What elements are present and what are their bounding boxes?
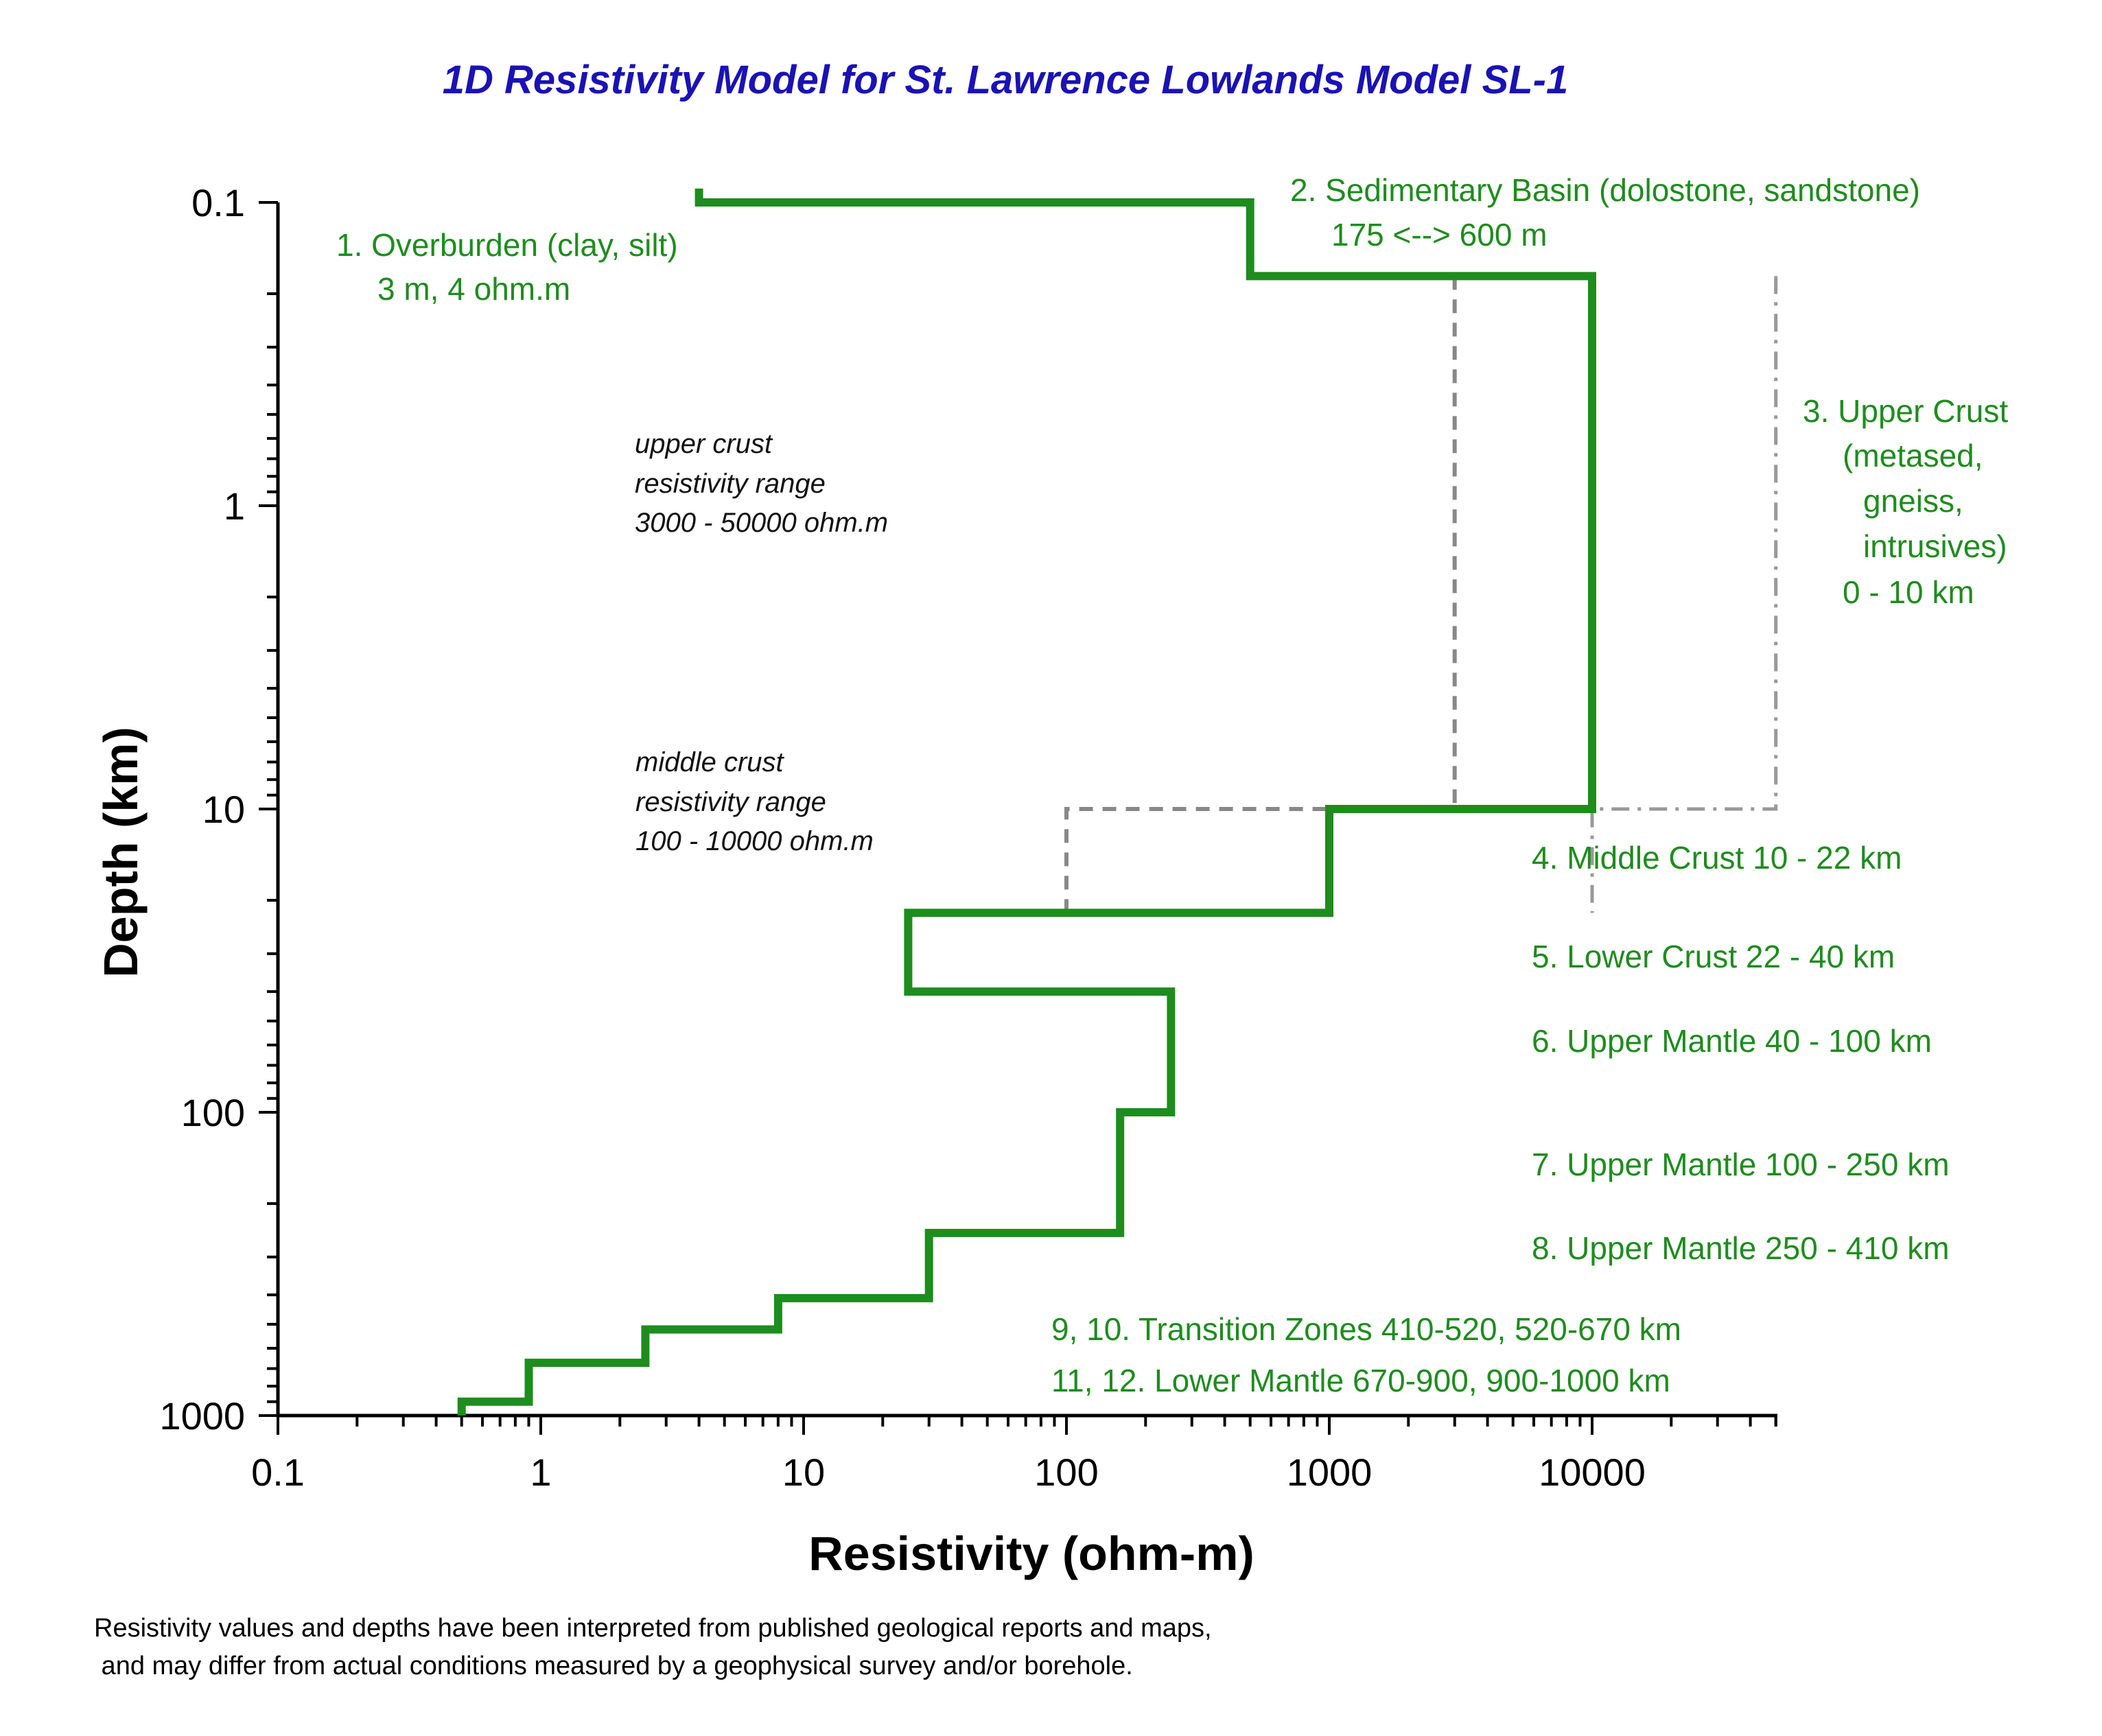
x-tick-label: 10000 xyxy=(1539,1451,1646,1494)
y-tick-label: 1 xyxy=(224,484,245,528)
y-tick-label: 1000 xyxy=(159,1394,245,1438)
layer5-label: 5. Lower Crust 22 - 40 km xyxy=(1532,939,1895,974)
x-tick-label: 0.1 xyxy=(251,1451,305,1494)
middle-range-line3: 100 - 10000 ohm.m xyxy=(635,826,874,856)
upper-crust-line4: intrusives) xyxy=(1863,528,2007,564)
footnote-line1: Resistivity values and depths have been … xyxy=(94,1614,1212,1643)
model-line xyxy=(457,188,1596,1416)
upper-crust-label: 3. Upper Crust xyxy=(1803,393,2008,429)
layer7-label: 7. Upper Mantle 100 - 250 km xyxy=(1532,1147,1950,1182)
y-tick-label: 10 xyxy=(202,788,245,831)
upper-crust-max-line xyxy=(1590,276,1778,913)
middle-range-line2: resistivity range xyxy=(635,787,826,817)
x-axis-title: Resistivity (ohm-m) xyxy=(808,1527,1254,1580)
y-axis-title: Depth (km) xyxy=(94,727,148,978)
y-tick-label: 100 xyxy=(181,1091,245,1134)
chart-title: 1D Resistivity Model for St. Lawrence Lo… xyxy=(443,58,1568,102)
layer4-label: 4. Middle Crust 10 - 22 km xyxy=(1532,840,1902,876)
footnote-line2: and may differ from actual conditions me… xyxy=(94,1652,1133,1680)
layer11-12-label: 11, 12. Lower Mantle 670-900, 900-1000 k… xyxy=(1051,1363,1670,1398)
sedimentary-detail: 175 <--> 600 m xyxy=(1331,217,1548,253)
layer6-label: 6. Upper Mantle 40 - 100 km xyxy=(1532,1023,1932,1059)
layer9-10-label: 9, 10. Transition Zones 410-520, 520-670… xyxy=(1051,1311,1681,1347)
upper-range-line2: resistivity range xyxy=(635,469,826,499)
sedimentary-label: 2. Sedimentary Basin (dolostone, sandsto… xyxy=(1290,172,1920,208)
axes: 0.1 1 10 100 1000 10000 0.1 1 10 100 1000 xyxy=(159,181,1777,1494)
x-tick-label: 1000 xyxy=(1287,1451,1373,1494)
x-tick-label: 10 xyxy=(782,1451,825,1494)
upper-crust-line2: (metased, xyxy=(1843,438,1983,473)
upper-crust-line3: gneiss, xyxy=(1863,483,1963,519)
upper-range-line1: upper crust xyxy=(635,429,773,459)
middle-range-line1: middle crust xyxy=(635,747,785,777)
x-tick-label: 1 xyxy=(530,1451,551,1494)
upper-range-line3: 3000 - 50000 ohm.m xyxy=(635,508,888,538)
overburden-label: 1. Overburden (clay, silt) xyxy=(336,227,678,263)
y-tick-label: 0.1 xyxy=(191,181,245,224)
layer8-label: 8. Upper Mantle 250 - 410 km xyxy=(1532,1230,1950,1266)
overburden-detail: 3 m, 4 ohm.m xyxy=(377,271,570,307)
x-tick-label: 100 xyxy=(1034,1451,1098,1494)
plot-area xyxy=(457,188,1778,1416)
upper-crust-line5: 0 - 10 km xyxy=(1843,574,1974,610)
